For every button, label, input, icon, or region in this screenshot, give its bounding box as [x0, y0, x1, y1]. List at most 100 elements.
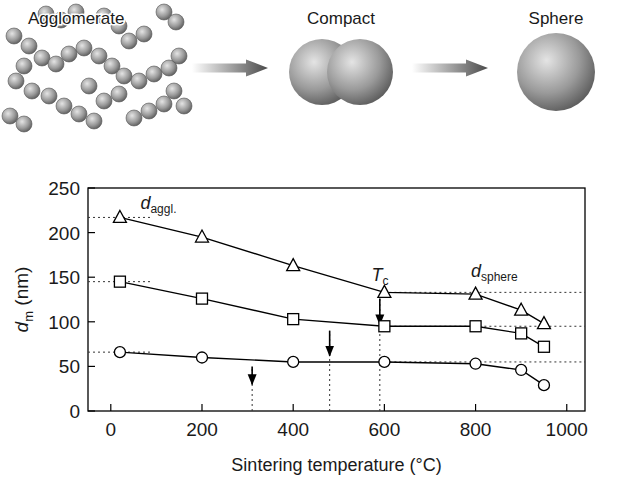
particle [116, 68, 132, 84]
x-tick-label: 1000 [546, 419, 588, 440]
schematic: Agglomerate Compact Sphere [2, 4, 595, 132]
y-tick-label: 150 [48, 267, 80, 288]
particle [61, 46, 77, 62]
particle [176, 98, 192, 114]
x-axis-title: Sintering temperature (°C) [231, 455, 441, 475]
particle [141, 103, 157, 119]
figure: Agglomerate Compact Sphere 0 200 400 600 800 100… [0, 0, 624, 485]
x-tick-label: 800 [460, 419, 492, 440]
y-tick-label: 200 [48, 223, 80, 244]
particle [6, 28, 22, 44]
series-line [120, 352, 544, 385]
particle [146, 66, 162, 82]
marker-circle [470, 358, 481, 369]
particle [34, 50, 50, 66]
particle [121, 33, 137, 49]
tc-dotted-line [252, 366, 253, 411]
particle [24, 83, 40, 99]
x-tick [475, 404, 476, 411]
marker-circle [114, 347, 125, 358]
y-tick [88, 366, 95, 367]
particle [171, 48, 187, 64]
y-tick [88, 232, 95, 233]
y-tick-label: 50 [59, 356, 80, 377]
particle [96, 93, 112, 109]
marker-square [538, 341, 549, 352]
particle [111, 86, 127, 102]
x-tick [201, 404, 202, 411]
marker-circle [516, 364, 527, 375]
marker-square [288, 314, 299, 325]
plot-area [88, 210, 585, 411]
x-tick [293, 404, 294, 411]
axes: 02004006008001000050100150200250Sinterin… [11, 178, 588, 475]
y-title-unit: (nm) [11, 267, 32, 311]
particle [8, 73, 24, 89]
series-line [120, 217, 544, 323]
particle [48, 56, 64, 72]
annotation-sub: sphere [481, 270, 518, 284]
marker-triangle [515, 303, 528, 315]
particle [2, 108, 18, 124]
y-tick-label: 250 [48, 178, 80, 199]
particle [76, 40, 92, 56]
process-arrow [412, 60, 488, 77]
marker-square [516, 328, 527, 339]
particle [91, 48, 107, 64]
sphere [517, 33, 595, 111]
particle [131, 73, 147, 89]
x-tick [110, 404, 111, 411]
x-tick-label: 0 [106, 419, 117, 440]
particle [41, 88, 57, 104]
particle [166, 83, 182, 99]
particle [86, 113, 102, 129]
marker-triangle [469, 287, 482, 299]
y-tick-label: 100 [48, 312, 80, 333]
particle [156, 96, 172, 112]
marker-square [470, 321, 481, 332]
tc-dotted-line [379, 299, 380, 411]
x-tick-label: 600 [369, 419, 401, 440]
schematic-label: Sphere [529, 9, 584, 28]
process-arrow [192, 60, 268, 77]
marker-square [379, 321, 390, 332]
particle [16, 58, 32, 74]
x-tick-label: 400 [277, 419, 309, 440]
particle [168, 14, 184, 30]
annotation-sub: aggl. [150, 202, 176, 216]
x-tick-label: 200 [186, 419, 218, 440]
y-tick [88, 321, 95, 322]
x-tick [384, 404, 385, 411]
y-tick [88, 277, 95, 278]
particle [71, 106, 87, 122]
annotation: daggl. [140, 193, 176, 216]
y-axis-title: dm (nm) [11, 267, 36, 333]
schematic-label: Compact [307, 9, 375, 28]
marker-square [114, 276, 125, 287]
tc-dotted-line [329, 331, 330, 411]
marker-triangle [287, 259, 300, 271]
particle [56, 98, 72, 114]
marker-triangle [537, 317, 550, 329]
marker-triangle [113, 210, 126, 222]
marker-triangle [195, 230, 208, 242]
annotation: dsphere [471, 261, 518, 284]
series-line [120, 282, 544, 347]
tc-arrow [251, 366, 253, 384]
particle [81, 78, 97, 94]
tc-arrow [329, 331, 331, 356]
particle [136, 26, 152, 42]
marker-circle [379, 356, 390, 367]
x-tick [566, 404, 567, 411]
particle [126, 110, 142, 126]
marker-circle [288, 356, 299, 367]
particle [16, 116, 32, 132]
schematic-label: Agglomerate [28, 9, 124, 28]
marker-circle [538, 380, 549, 391]
plot-frame [88, 188, 585, 411]
marker-circle [196, 352, 207, 363]
y-title-sub: m [21, 311, 36, 322]
annotation-sub: c [383, 274, 389, 288]
marker-square [196, 293, 207, 304]
annotation: Tc [372, 265, 389, 288]
